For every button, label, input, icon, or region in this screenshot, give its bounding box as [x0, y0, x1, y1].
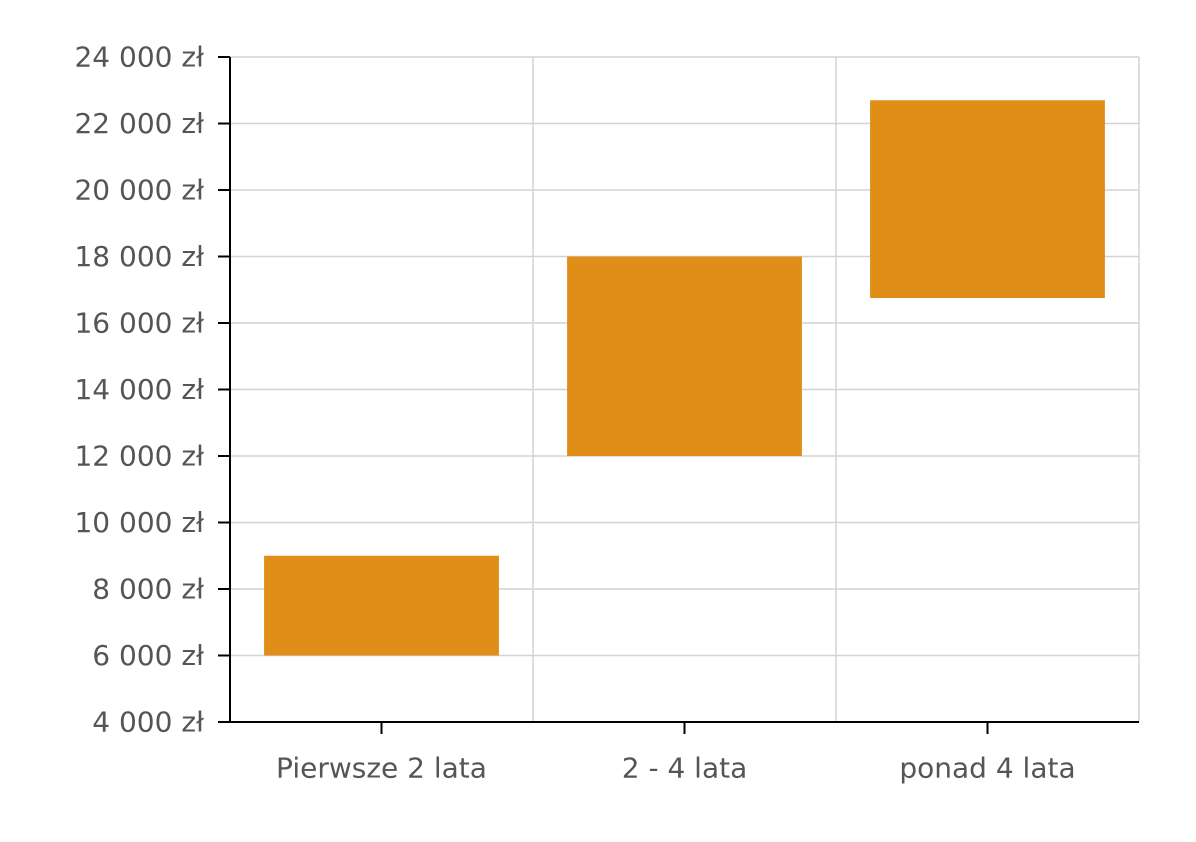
y-tick-label: 22 000 zł	[74, 107, 204, 140]
x-tick-label: ponad 4 lata	[899, 752, 1075, 785]
y-tick-label: 8 000 zł	[92, 573, 204, 606]
axes	[218, 56, 1139, 734]
y-tick-label: 12 000 zł	[74, 440, 204, 473]
x-tick-label: Pierwsze 2 lata	[276, 752, 487, 785]
y-tick-label: 4 000 zł	[92, 706, 204, 739]
range-bar	[870, 100, 1105, 299]
y-tick-label: 20 000 zł	[74, 174, 204, 207]
y-tick-label: 10 000 zł	[74, 506, 204, 539]
y-axis-tick-labels: 4 000 zł 6 000 zł 8 000 zł 10 000 zł 12 000 …	[74, 41, 204, 739]
y-tick-label: 6 000 zł	[92, 639, 204, 672]
y-tick-label: 18 000 zł	[74, 240, 204, 273]
y-tick-label: 16 000 zł	[74, 307, 204, 340]
y-tick-label: 14 000 zł	[74, 373, 204, 406]
range-bar	[567, 256, 802, 456]
range-bars	[264, 100, 1105, 656]
range-bar	[264, 555, 499, 656]
x-axis-tick-labels: Pierwsze 2 lata 2 - 4 lata ponad 4 lata	[276, 752, 1076, 785]
y-tick-label: 24 000 zł	[74, 41, 204, 74]
x-tick-label: 2 - 4 lata	[622, 752, 748, 785]
